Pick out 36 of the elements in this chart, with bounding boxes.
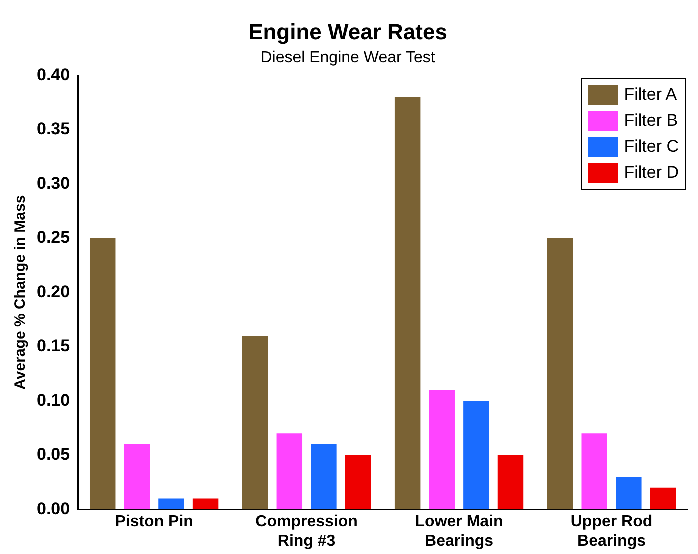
- bar: [276, 434, 303, 510]
- bar: [124, 444, 150, 510]
- bar: [616, 477, 642, 510]
- bar: [582, 434, 608, 510]
- y-tick-label: 0.15: [36, 336, 70, 356]
- bar: [242, 336, 268, 510]
- y-tick-label: 0.40: [36, 65, 70, 84]
- x-tick-label: Piston Pin: [115, 514, 194, 531]
- bar: [394, 97, 421, 510]
- bar: [192, 498, 219, 510]
- bar: [311, 444, 337, 510]
- bar: [547, 238, 574, 510]
- bar: [429, 390, 455, 510]
- y-tick-label: 0.05: [36, 445, 70, 464]
- bar: [90, 238, 116, 510]
- chart-title: Engine Wear Rates: [248, 19, 448, 44]
- x-tick-label: Lower Main Bearings: [415, 514, 504, 550]
- legend-label: Filter C: [624, 136, 679, 158]
- y-tick-label: 0.10: [36, 390, 70, 410]
- y-tick-label: 0.30: [36, 174, 70, 193]
- legend-label: Filter D: [624, 162, 679, 184]
- bar: [345, 455, 372, 510]
- bar: [158, 498, 184, 510]
- legend-label: Filter B: [624, 110, 678, 132]
- chart-subtitle: Diesel Engine Wear Test: [260, 49, 436, 66]
- y-axis-title: Average % Change in Mass: [12, 195, 30, 390]
- bar: [650, 488, 676, 510]
- x-tick-label: Compression Ring #3: [256, 514, 358, 550]
- x-tick-label: Upper Rod Bearings: [570, 514, 653, 550]
- bar: [464, 401, 490, 510]
- y-tick-label: 0.35: [36, 120, 70, 139]
- y-tick-label: 0.00: [36, 499, 70, 518]
- bar: [498, 455, 524, 510]
- legend-label: Filter A: [624, 84, 678, 106]
- y-tick-label: 0.25: [36, 228, 70, 248]
- y-tick-label: 0.20: [36, 282, 70, 302]
